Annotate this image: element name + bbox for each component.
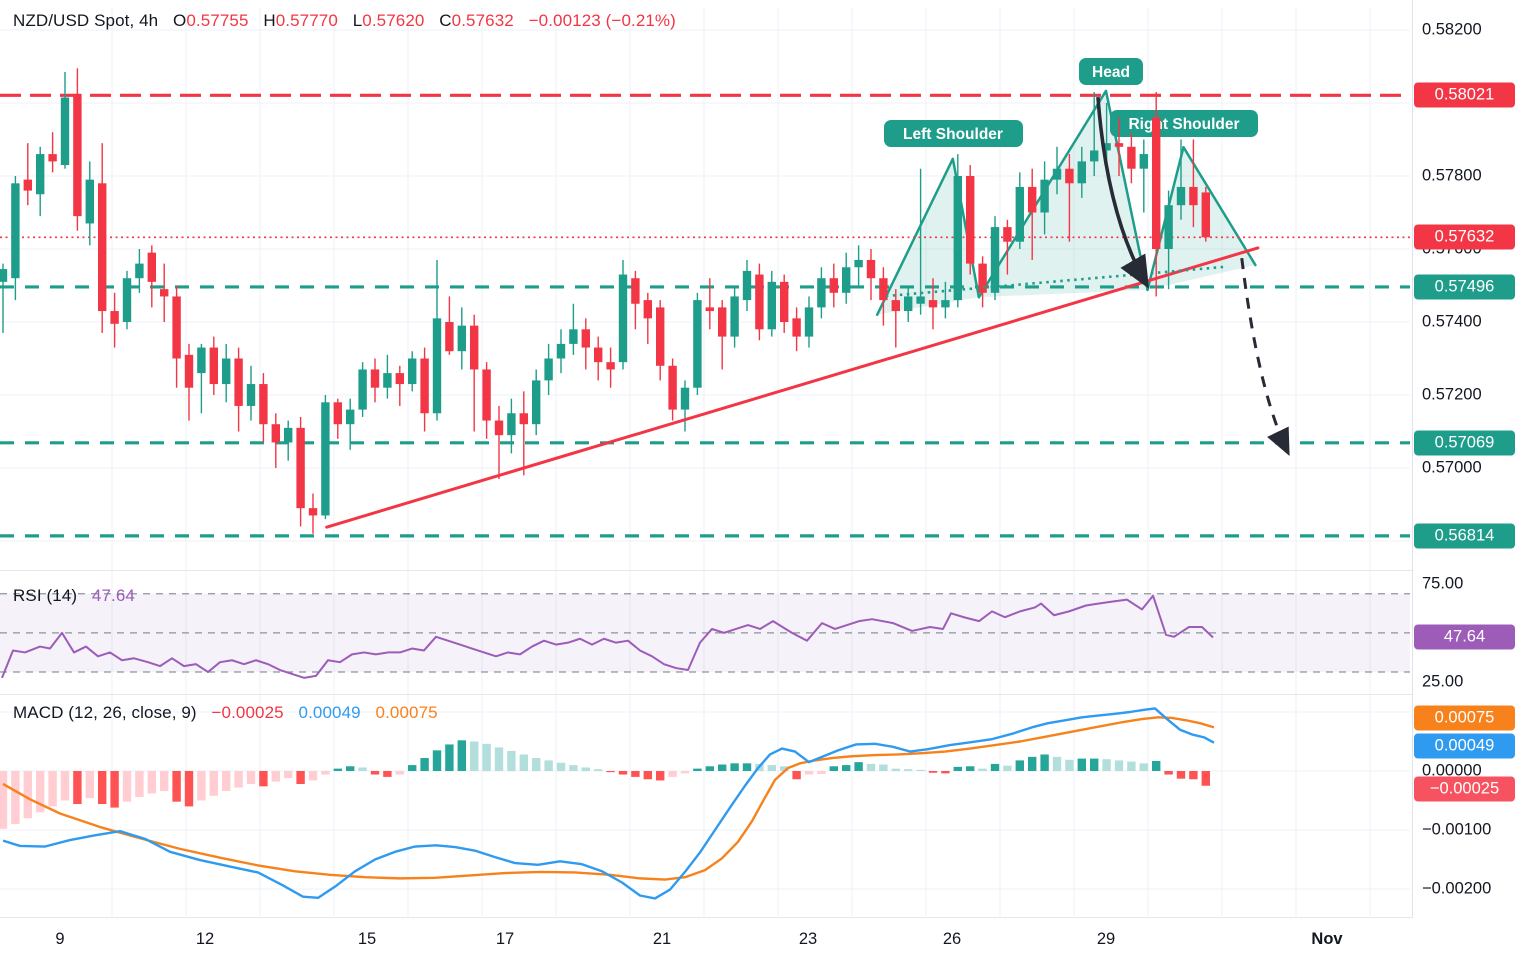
head-label-box <box>1079 58 1143 85</box>
open-value: 0.57755 <box>186 11 249 30</box>
high-value: 0.57770 <box>275 11 338 30</box>
right-shoulder-label-box <box>1110 110 1258 137</box>
close-value: 0.57632 <box>451 11 514 30</box>
time-label[interactable]: 29 <box>1096 930 1116 948</box>
head-and-shoulders-pattern <box>875 89 1257 316</box>
price-badge[interactable]: 0.00075 <box>1414 705 1515 731</box>
price-badge[interactable]: 47.64 <box>1414 624 1515 650</box>
price-badge[interactable]: 0.56814 <box>1414 523 1515 549</box>
symbol-legend[interactable]: NZD/USD Spot, 4h O0.57755 H0.57770 L0.57… <box>13 11 676 31</box>
rsi-name: RSI (14) <box>13 586 78 605</box>
price-label[interactable]: 0.57000 <box>1422 458 1482 477</box>
macd-pane[interactable] <box>0 707 1215 900</box>
macd-signal-value: 0.00075 <box>375 703 438 722</box>
rsi-value: 47.64 <box>91 586 135 605</box>
high-label: H <box>263 11 276 30</box>
time-label[interactable]: 21 <box>652 930 672 948</box>
price-label[interactable]: 75.00 <box>1422 574 1464 593</box>
price-label[interactable]: 0.57200 <box>1422 385 1482 404</box>
left-shoulder-label-box <box>884 120 1023 147</box>
left-shoulder-label-text: Left Shoulder <box>903 126 1003 143</box>
right-shoulder-label-text: Right Shoulder <box>1128 116 1239 133</box>
arrows <box>1096 97 1290 456</box>
price-label[interactable]: 0.57800 <box>1422 166 1482 185</box>
macd-line-value: 0.00049 <box>298 703 361 722</box>
head-label-text: Head <box>1092 64 1130 81</box>
time-label[interactable]: 17 <box>495 930 515 948</box>
time-label[interactable]: 12 <box>195 930 215 948</box>
left-shoulder-label: Left Shoulder <box>884 120 1023 147</box>
price-badge[interactable]: 0.00049 <box>1414 733 1515 759</box>
low-label: L <box>352 11 363 30</box>
price-label[interactable]: 0.58200 <box>1422 20 1482 39</box>
price-label[interactable]: 0.00000 <box>1422 761 1482 780</box>
macd-legend[interactable]: MACD (12, 26, close, 9) −0.00025 0.00049… <box>13 703 438 723</box>
price-label[interactable]: 0.57400 <box>1422 312 1482 331</box>
pane-separator-1[interactable] <box>0 570 1536 571</box>
trendline-and-neckline[interactable] <box>325 246 1260 529</box>
head-label: Head <box>1079 58 1143 85</box>
price-badge[interactable]: −0.00025 <box>1414 776 1515 802</box>
rsi-pane[interactable] <box>0 593 1410 679</box>
time-axis[interactable]: 9 12 15 17 21 23 26 29 Nov <box>0 918 1536 963</box>
price-badge[interactable]: 0.58021 <box>1414 82 1515 108</box>
price-badge[interactable]: 0.57496 <box>1414 274 1515 300</box>
time-label[interactable]: Nov <box>1311 930 1343 948</box>
symbol-title: NZD/USD Spot, 4h <box>13 11 159 30</box>
candlestick-series[interactable] <box>0 68 1210 534</box>
gridlines <box>0 8 1410 916</box>
price-badge[interactable]: 0.57632 <box>1414 224 1515 250</box>
right-shoulder-label: Right Shoulder <box>1110 110 1258 137</box>
time-label[interactable]: 9 <box>55 930 65 948</box>
price-axis[interactable] <box>1412 0 1536 963</box>
close-label: C <box>439 11 452 30</box>
time-label[interactable]: 15 <box>357 930 377 948</box>
price-label[interactable]: −0.00100 <box>1422 820 1492 839</box>
time-label[interactable]: 26 <box>942 930 962 948</box>
macd-hist-value: −0.00025 <box>211 703 284 722</box>
change-value: −0.00123 (−0.21%) <box>528 11 676 30</box>
price-badge[interactable]: 0.57069 <box>1414 430 1515 456</box>
price-label[interactable]: −0.00200 <box>1422 879 1492 898</box>
rsi-legend[interactable]: RSI (14) 47.64 <box>13 586 135 606</box>
open-label: O <box>173 11 187 30</box>
pane-separator-2[interactable] <box>0 694 1536 695</box>
pane-separator-3 <box>0 917 1536 918</box>
price-level-lines[interactable] <box>0 93 1410 538</box>
low-value: 0.57620 <box>362 11 425 30</box>
price-label[interactable]: 25.00 <box>1422 672 1464 691</box>
time-label[interactable]: 23 <box>798 930 818 948</box>
macd-name: MACD (12, 26, close, 9) <box>13 703 197 722</box>
